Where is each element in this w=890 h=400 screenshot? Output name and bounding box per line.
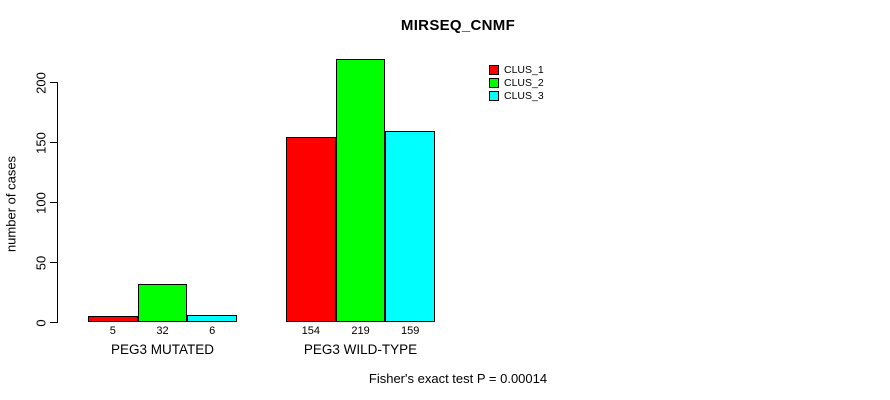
y-tick xyxy=(50,142,57,143)
y-tick-label: 150 xyxy=(33,131,49,154)
legend-label: CLUS_2 xyxy=(504,76,544,89)
bar-clus_2 xyxy=(137,283,188,322)
y-axis-title: number of cases xyxy=(3,155,19,253)
annotation-text: Fisher's exact test P = 0.00014 xyxy=(368,371,548,386)
y-tick-label: 0 xyxy=(33,318,49,327)
y-tick xyxy=(50,322,57,323)
legend: CLUS_1 CLUS_2 CLUS_3 xyxy=(489,63,544,102)
bar-clus_1 xyxy=(88,316,138,322)
legend-swatch xyxy=(489,64,499,75)
legend-swatch xyxy=(489,77,499,88)
legend-item: CLUS_2 xyxy=(489,76,544,89)
y-tick-label: 200 xyxy=(33,71,49,94)
y-tick-label: 100 xyxy=(33,191,49,214)
bar-value-label: 32 xyxy=(156,325,169,337)
legend-item: CLUS_1 xyxy=(489,63,544,76)
bar-clus_3 xyxy=(385,131,436,322)
bar-clus_3 xyxy=(187,314,238,322)
y-tick-label: 50 xyxy=(33,255,49,270)
x-category-label: PEG3 WILD-TYPE xyxy=(303,342,418,357)
legend-label: CLUS_1 xyxy=(504,63,544,76)
x-category-label: PEG3 MUTATED xyxy=(111,342,215,357)
bar-value-label: 154 xyxy=(301,325,321,337)
y-axis-line xyxy=(57,82,58,323)
bar-value-label: 219 xyxy=(351,325,370,337)
bar-clus_2 xyxy=(335,59,386,322)
legend-swatch xyxy=(489,90,499,101)
bar-clus_1 xyxy=(286,137,336,322)
y-tick xyxy=(50,262,57,263)
y-tick xyxy=(50,82,57,83)
bar-value-label: 5 xyxy=(109,325,116,337)
legend-item: CLUS_3 xyxy=(489,89,544,102)
bar-value-label: 159 xyxy=(401,325,420,337)
chart-title: MIRSEQ_CNMF xyxy=(400,17,516,34)
bar-value-label: 6 xyxy=(209,325,216,337)
y-tick xyxy=(50,202,57,203)
legend-label: CLUS_3 xyxy=(504,89,544,102)
